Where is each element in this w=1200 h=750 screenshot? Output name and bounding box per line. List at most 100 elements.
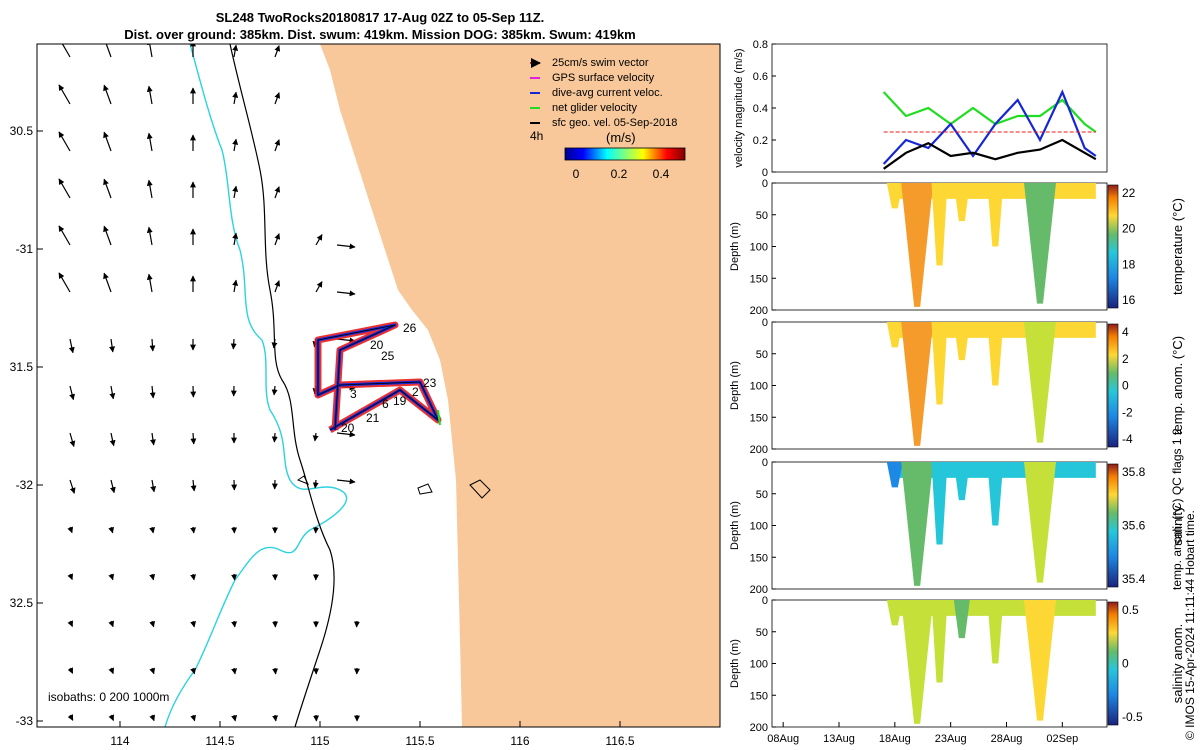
track-day-label: 26 [403, 321, 417, 335]
dive-profile [931, 600, 948, 683]
velocity-vector [271, 432, 278, 443]
velocity-vector [272, 714, 279, 722]
velocity-vector [312, 432, 319, 442]
velocity-vector [274, 139, 281, 152]
velocity-vector [149, 667, 156, 675]
depth-tick-label: 200 [750, 305, 768, 317]
dive-profile [987, 462, 1004, 526]
track-day-label: 25 [381, 349, 395, 363]
time-series-panels: 0.8 0.6 0.4 0.2 0 velocity magnitude (m/s) 0 5… [729, 39, 1185, 745]
depth-tick-label: 50 [756, 489, 768, 501]
dive-profile [987, 183, 1004, 247]
depth-tick-label: 0 [762, 457, 768, 469]
profile-panel-temperature: 0 50 100 150 200 Depth (m) 22 20 18 16 temperature… [729, 178, 1185, 317]
depth-tick-label: 50 [756, 210, 768, 222]
velocity-vector [272, 667, 279, 675]
velocity-vector [150, 479, 157, 493]
velocity-vector [103, 225, 112, 246]
velocity-vector [109, 432, 116, 447]
depth-tick-label: 0 [762, 178, 768, 190]
velocity-vector [231, 620, 238, 628]
velocity-vector [146, 85, 153, 105]
depth-tick-label: 50 [756, 349, 768, 361]
depth-tick-label: 150 [750, 273, 768, 285]
velocity-vector [190, 479, 197, 492]
velocity-vector [274, 92, 281, 105]
velocity-vector [336, 337, 356, 344]
velocity-vector [67, 714, 74, 721]
dive-profile [886, 462, 903, 488]
velocity-vector [190, 620, 197, 628]
cb-tick-label: -4 [1122, 432, 1133, 446]
cb-label-sal_anom: salinity anom. [1170, 624, 1185, 703]
velocity-vector [146, 132, 153, 152]
velocity-vector [231, 573, 238, 581]
legend-dive: dive-avg current veloc. [552, 87, 663, 99]
velocity-vector [336, 290, 356, 297]
map-xtick-label: 114 [110, 734, 129, 748]
dive-profile [931, 183, 948, 266]
vel-ytick-label: 0.8 [753, 39, 768, 51]
velocity-vector [315, 234, 323, 246]
vel-ytick-label: 0 [762, 167, 768, 179]
velocity-vector [58, 84, 71, 105]
velocity-vector [149, 573, 156, 581]
cb-tick-label: 2 [1122, 352, 1129, 366]
velocity-vector [103, 272, 112, 293]
velocity-vector [69, 479, 76, 494]
map-ytick-label: 32.5 [10, 596, 34, 610]
track-day-label: 3 [350, 387, 357, 401]
velocity-vector [271, 385, 278, 396]
legend-swim: 25cm/s swim vector [552, 57, 649, 69]
vel-ylabel: velocity magnitude (m/s) [733, 48, 745, 167]
velocity-vector [231, 714, 238, 722]
velocity-vector [108, 573, 115, 581]
depth-tick-label: 100 [750, 242, 768, 254]
velocity-vector [336, 243, 356, 250]
date-tick-label: 28Aug [991, 733, 1023, 745]
colorbar-temperature [1107, 184, 1119, 309]
dive-profile [1024, 462, 1056, 583]
track-day-label: 23 [423, 376, 437, 390]
velocity-vector [109, 479, 116, 494]
legend-sfc: sfc geo. vel. 05-Sep-2018 [552, 117, 677, 129]
date-tick-label: 23Aug [935, 733, 967, 745]
map-ytick-label: 30.5 [10, 124, 34, 138]
map-legend: 25cm/s swim vector GPS surface velocity … [530, 57, 677, 145]
isobath-1000m [164, 44, 348, 727]
velocity-vector [315, 281, 323, 293]
dive-profile [953, 600, 970, 639]
cb-tick-label: 0 [1122, 657, 1129, 671]
vel-ytick-label: 0.4 [753, 103, 768, 115]
map-xtick-label: 116 [510, 734, 529, 748]
velocity-vector [108, 667, 115, 675]
velocity-vector [190, 714, 197, 722]
velocity-vector [230, 338, 237, 350]
date-tick-label: 13Aug [823, 733, 855, 745]
map-ytick-label: -31 [16, 242, 34, 256]
dive-profile [953, 183, 970, 222]
map-xtick-label: 115 [310, 734, 329, 748]
velocity-vector [274, 233, 281, 246]
cb-tick-label: -2 [1122, 405, 1133, 419]
dive-profile [1024, 183, 1056, 304]
map-xtick-label: 116.5 [605, 734, 634, 748]
velocity-vector [68, 338, 75, 354]
dive-profile [1024, 600, 1056, 721]
track-day-label: 20 [341, 421, 355, 435]
velocity-vector [58, 178, 71, 199]
colorbar-temp_anom [1107, 323, 1119, 448]
velocity-vector [190, 526, 197, 534]
depth-tick-label: 100 [750, 521, 768, 533]
cb-tick-label: 0.5 [1122, 603, 1139, 617]
cb-label-salinity: salinity [1170, 505, 1185, 545]
velocity-vector [232, 44, 239, 58]
cb-tick-0: 0 [573, 167, 580, 181]
cb-tick-2: 0.4 [653, 167, 670, 181]
velocity-vector [274, 280, 281, 293]
velocity-vector [149, 338, 156, 352]
cb-tick-label: 16 [1122, 293, 1136, 307]
map-axes: 114 114.5 115 115.5 116 116.530.5-3131.5-3232… [10, 124, 635, 748]
